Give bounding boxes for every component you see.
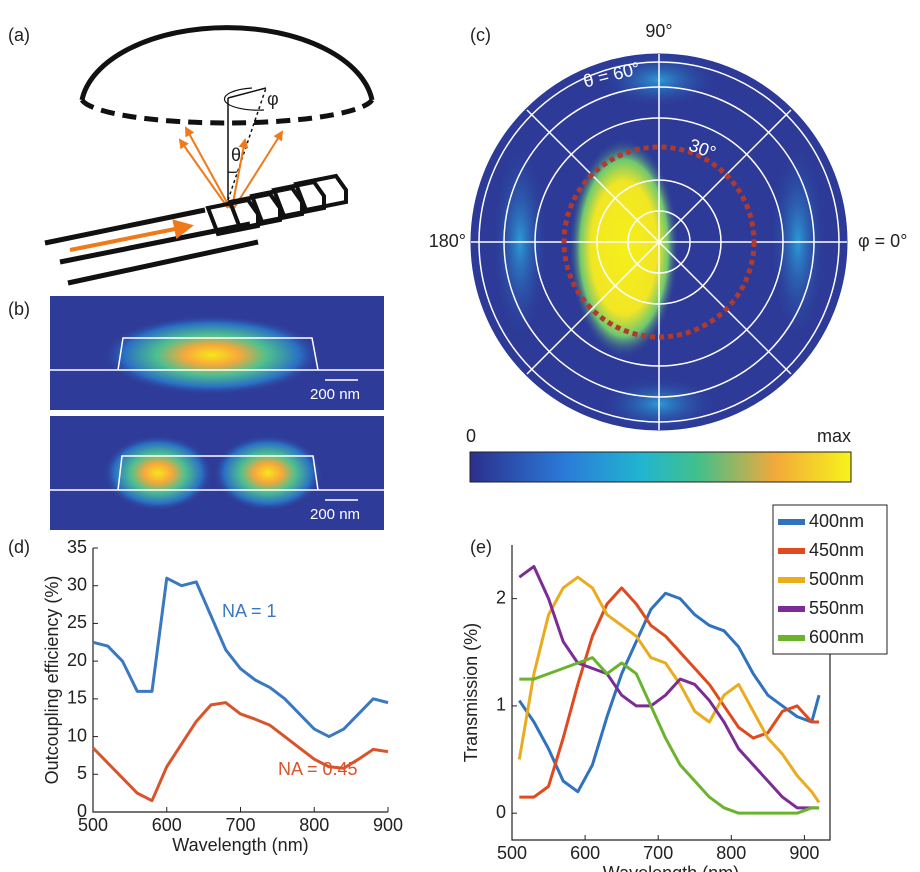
y-tick-label: 20 (67, 650, 87, 670)
legend-label: 450nm (809, 540, 864, 560)
series-annotation: NA = 0.45 (278, 759, 358, 779)
theta-label: θ (231, 145, 241, 165)
polar-label: 90° (645, 21, 672, 41)
legend-label: 550nm (809, 598, 864, 618)
y-tick-label: 2 (496, 587, 506, 607)
y-tick-label: 25 (67, 612, 87, 632)
legend-label: 400nm (809, 511, 864, 531)
x-tick-label: 500 (497, 843, 527, 863)
panel-label: (c) (470, 25, 491, 45)
panel-label: (a) (8, 25, 30, 45)
figure: (a) (b) (c) (d) (e) φ θ (0, 0, 920, 872)
x-tick-label: 900 (789, 843, 819, 863)
scale-bar-label: 200 nm (310, 386, 360, 403)
y-axis-label: Transmission (%) (461, 623, 481, 762)
data-line (93, 703, 388, 801)
y-tick-label: 10 (67, 725, 87, 745)
phi-label: φ (267, 89, 279, 109)
colorbar-label: max (817, 426, 851, 446)
mode-profiles: 200 nm 200 nm (50, 296, 384, 530)
x-tick-label: 700 (643, 843, 673, 863)
y-tick-label: 5 (77, 763, 87, 783)
x-tick-label: 800 (299, 815, 329, 835)
polar-label: 180° (429, 231, 466, 251)
x-tick-label: 900 (373, 815, 403, 835)
panel-label: (d) (8, 537, 30, 557)
polar-map: 90° 180° φ = 0° θ = 60° 30° 0 max (429, 21, 908, 482)
series-annotation: NA = 1 (222, 601, 277, 621)
diagram: φ θ (45, 28, 372, 283)
x-axis-label: Wavelength (nm) (172, 835, 308, 855)
y-tick-label: 35 (67, 537, 87, 557)
y-axis-label: Outcoupling efficiency (%) (42, 576, 62, 785)
polar-label: φ = 0° (858, 231, 907, 251)
y-tick-label: 15 (67, 688, 87, 708)
y-tick-label: 0 (496, 802, 506, 822)
panel-label: (b) (8, 299, 30, 319)
y-tick-label: 30 (67, 574, 87, 594)
scale-bar-label: 200 nm (310, 506, 360, 523)
x-tick-label: 800 (716, 843, 746, 863)
x-tick-label: 600 (152, 815, 182, 835)
y-tick-label: 0 (77, 801, 87, 821)
legend-label: 500nm (809, 569, 864, 589)
x-tick-label: 600 (570, 843, 600, 863)
y-tick-label: 1 (496, 695, 506, 715)
panel-label: (e) (470, 537, 492, 557)
x-tick-label: 700 (225, 815, 255, 835)
colorbar-label: 0 (466, 426, 476, 446)
legend-label: 600nm (809, 627, 864, 647)
x-axis-label: Wavelength (nm) (603, 863, 739, 872)
